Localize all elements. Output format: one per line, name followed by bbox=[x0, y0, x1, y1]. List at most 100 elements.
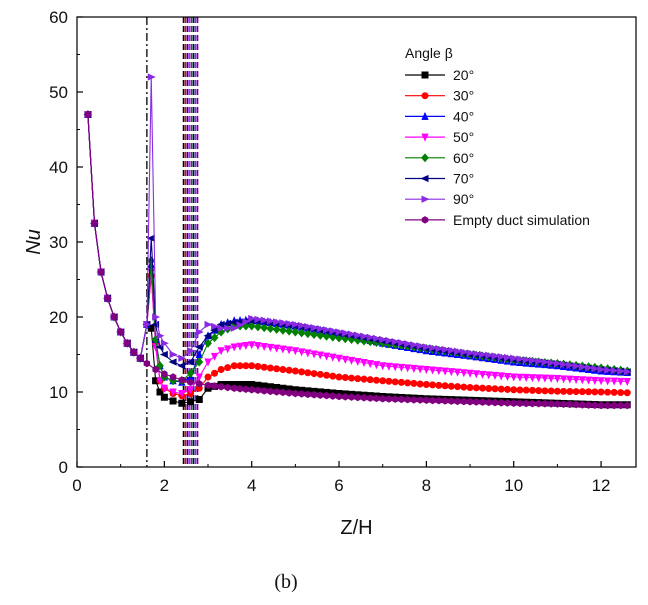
data-point bbox=[341, 329, 350, 337]
plot-area: 0 2 4 6 8 10 12 0 10 20 30 40 50 60 bbox=[49, 8, 637, 495]
data-point bbox=[578, 363, 587, 371]
data-point bbox=[379, 395, 386, 403]
data-point bbox=[123, 339, 131, 347]
data-point bbox=[566, 375, 574, 384]
data-point bbox=[292, 389, 299, 398]
data-point bbox=[224, 345, 232, 354]
data-point bbox=[522, 386, 530, 394]
data-point bbox=[178, 399, 186, 407]
legend-label: 20° bbox=[453, 67, 474, 83]
data-point bbox=[404, 379, 412, 387]
data-point bbox=[553, 374, 562, 384]
data-point bbox=[323, 391, 330, 400]
data-point bbox=[422, 343, 431, 351]
data-point bbox=[578, 376, 587, 385]
data-point bbox=[428, 366, 437, 375]
y-tick-label: 10 bbox=[49, 383, 68, 402]
data-point bbox=[454, 397, 461, 406]
data-point bbox=[366, 360, 374, 369]
data-point bbox=[503, 372, 512, 381]
data-point bbox=[503, 353, 513, 362]
data-point bbox=[279, 319, 288, 327]
series-line bbox=[87, 114, 628, 397]
data-point bbox=[266, 343, 275, 352]
x-tick-label: 10 bbox=[504, 476, 523, 495]
data-point bbox=[310, 324, 319, 332]
legend-item: 30° bbox=[405, 88, 474, 104]
data-point bbox=[104, 294, 111, 302]
data-point bbox=[560, 360, 569, 369]
data-point bbox=[404, 340, 413, 348]
data-point bbox=[341, 355, 349, 364]
data-point bbox=[623, 377, 631, 387]
data-point bbox=[230, 343, 238, 352]
data-point bbox=[169, 373, 177, 381]
data-point bbox=[304, 369, 312, 377]
data-point bbox=[254, 362, 262, 370]
data-point bbox=[322, 331, 331, 341]
legend-item: 60° bbox=[405, 150, 474, 166]
data-point bbox=[254, 315, 263, 324]
data-point bbox=[186, 358, 195, 366]
data-point bbox=[210, 352, 219, 361]
legend-label: 40° bbox=[453, 108, 474, 124]
data-point bbox=[317, 391, 324, 399]
data-point bbox=[504, 399, 511, 407]
data-point bbox=[354, 375, 362, 383]
data-point bbox=[559, 375, 568, 384]
data-point bbox=[230, 362, 238, 370]
data-point bbox=[260, 363, 268, 371]
data-point bbox=[572, 375, 580, 384]
data-point bbox=[266, 317, 275, 325]
data-point bbox=[397, 363, 406, 372]
data-point bbox=[617, 367, 626, 375]
data-point bbox=[260, 316, 269, 324]
data-point bbox=[585, 401, 592, 409]
data-point bbox=[285, 319, 294, 328]
data-point bbox=[224, 364, 232, 372]
data-point bbox=[254, 322, 262, 332]
data-point bbox=[160, 384, 169, 393]
series-line bbox=[87, 114, 628, 395]
data-point bbox=[617, 389, 625, 397]
series-layer bbox=[83, 73, 632, 410]
data-point bbox=[447, 368, 455, 377]
data-point bbox=[266, 364, 274, 372]
data-point bbox=[217, 365, 225, 373]
axis-ticks: 0 2 4 6 8 10 12 0 10 20 30 40 50 60 bbox=[49, 8, 610, 495]
data-point bbox=[354, 357, 362, 366]
data-point bbox=[366, 376, 374, 384]
data-point bbox=[298, 390, 305, 398]
legend-marker bbox=[421, 92, 429, 100]
data-point bbox=[211, 369, 219, 377]
data-point bbox=[448, 397, 455, 405]
data-point bbox=[297, 328, 306, 338]
data-point bbox=[196, 380, 203, 388]
data-point bbox=[435, 396, 443, 405]
data-point bbox=[329, 353, 337, 362]
data-point bbox=[441, 367, 449, 376]
data-point bbox=[366, 394, 374, 402]
data-point bbox=[410, 396, 418, 404]
data-point bbox=[541, 358, 550, 366]
data-point bbox=[398, 395, 405, 404]
data-point bbox=[584, 376, 593, 385]
legend-marker bbox=[421, 111, 429, 120]
data-point bbox=[497, 385, 505, 393]
data-point bbox=[410, 379, 418, 387]
legend-item: 20° bbox=[405, 67, 474, 83]
data-point bbox=[429, 381, 437, 389]
legend-item: Empty duct simulation bbox=[405, 212, 590, 228]
data-point bbox=[291, 320, 300, 329]
data-point bbox=[624, 401, 631, 410]
data-point bbox=[335, 373, 343, 381]
data-point bbox=[535, 399, 542, 408]
legend: Angle β 20° 30° 40° 50° 60° 70° 90° Empty duct … bbox=[405, 45, 590, 228]
data-point bbox=[360, 375, 368, 383]
data-point bbox=[522, 356, 531, 364]
data-point bbox=[497, 372, 505, 381]
data-point bbox=[479, 384, 487, 392]
data-point bbox=[195, 357, 204, 367]
data-point bbox=[510, 354, 519, 362]
